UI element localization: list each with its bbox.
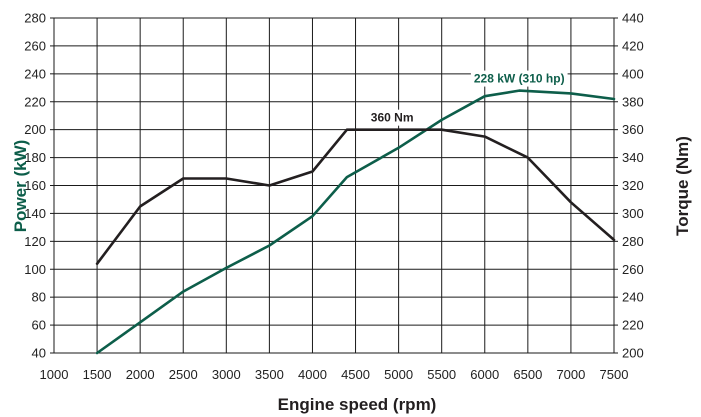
x-tick-label: 5500 — [427, 367, 456, 382]
power-series-line — [95, 89, 616, 355]
y-right-tick-label: 260 — [622, 262, 644, 277]
y-right-tick-label: 320 — [622, 178, 644, 193]
x-tick-label: 3000 — [212, 367, 241, 382]
x-tick-label: 1000 — [40, 367, 69, 382]
y-left-tick-label: 220 — [24, 94, 46, 109]
x-tick-label: 7000 — [556, 367, 585, 382]
y-right-tick-label: 280 — [622, 234, 644, 249]
x-tick-label: 4500 — [341, 367, 370, 382]
chart-series — [95, 89, 616, 355]
y-right-axis-title: Torque (Nm) — [673, 136, 692, 236]
y-left-tick-label: 160 — [24, 178, 46, 193]
x-tick-label: 2000 — [126, 367, 155, 382]
x-tick-label: 5000 — [384, 367, 413, 382]
chart-grid — [50, 17, 618, 354]
y-right-tick-label: 420 — [622, 38, 644, 53]
y-right-tick-label: 300 — [622, 206, 644, 221]
y-left-tick-label: 40 — [32, 346, 46, 361]
y-left-tick-label: 240 — [24, 66, 46, 81]
x-tick-label: 6500 — [513, 367, 542, 382]
y-left-tick-label: 200 — [24, 122, 46, 137]
x-axis-title: Engine speed (rpm) — [278, 395, 437, 414]
x-tick-label: 1500 — [83, 367, 112, 382]
annotation-background — [367, 109, 417, 126]
y-left-axis-title: Power (kW) — [11, 140, 30, 233]
y-right-tick-label: 380 — [622, 94, 644, 109]
y-left-axis-ticks: 40 60 80 100 120 140 160 180 200 220 240 260 280 — [24, 11, 46, 361]
y-left-tick-label: 100 — [24, 262, 46, 277]
x-tick-label: 3500 — [255, 367, 284, 382]
y-right-tick-label: 240 — [622, 290, 644, 305]
chart-annotations: 228 kW (310 hp) 360 Nm — [367, 70, 568, 126]
y-left-tick-label: 280 — [24, 11, 46, 26]
y-left-tick-label: 120 — [24, 234, 46, 249]
annotation-label: 360 Nm — [371, 111, 414, 125]
y-right-tick-label: 220 — [622, 318, 644, 333]
x-tick-label: 6000 — [470, 367, 499, 382]
annotation-label: 228 kW (310 hp) — [474, 72, 565, 86]
torque-series-line — [95, 128, 616, 266]
y-right-tick-label: 360 — [622, 122, 644, 137]
x-tick-label: 2500 — [169, 367, 198, 382]
y-right-tick-label: 440 — [622, 11, 644, 26]
x-tick-label: 7500 — [600, 367, 629, 382]
x-tick-label: 4000 — [298, 367, 327, 382]
annotation-background — [470, 70, 568, 87]
y-right-tick-label: 340 — [622, 150, 644, 165]
y-left-tick-label: 140 — [24, 206, 46, 221]
y-right-axis-ticks: 200 220 240 260 280 300 320 340 360 380 400 420 440 — [622, 11, 644, 361]
y-left-tick-label: 180 — [24, 150, 46, 165]
x-axis-ticks: 1000 1500 2000 2500 3000 3500 4000 4500 5000 5500… — [40, 367, 629, 382]
y-left-tick-label: 80 — [32, 290, 46, 305]
y-left-tick-label: 260 — [24, 38, 46, 53]
y-left-tick-label: 60 — [32, 318, 46, 333]
y-right-tick-label: 400 — [622, 66, 644, 81]
y-right-tick-label: 200 — [622, 346, 644, 361]
